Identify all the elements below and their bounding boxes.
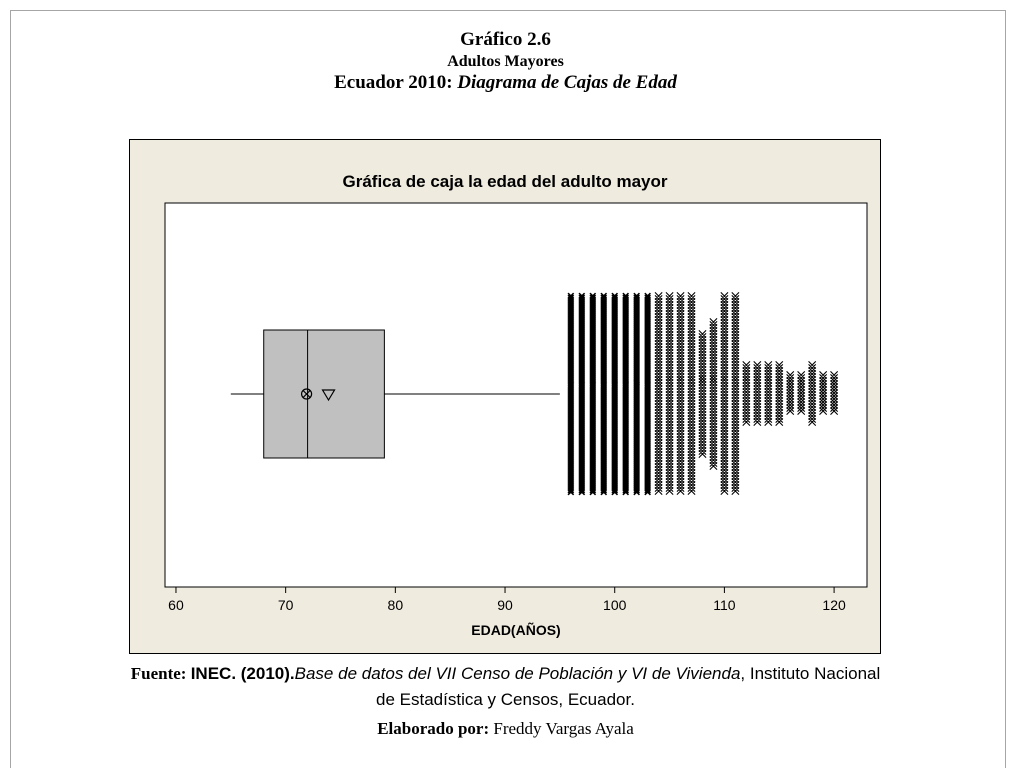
boxplot-chart: Gráfica de caja la edad del adulto mayor… [129, 139, 881, 654]
outlier-marks-106 [676, 292, 685, 495]
outlier-stack-98 [589, 292, 597, 496]
outlier-marks-98 [589, 292, 597, 496]
outlier-marks-117 [797, 371, 806, 415]
source-line: Fuente: INEC. (2010).Base de datos del V… [0, 664, 1011, 684]
outlier-marks-115 [775, 361, 784, 426]
outlier-marks-119 [819, 371, 828, 415]
mean-symbol-cross-b [302, 390, 311, 398]
source-label: Fuente: [130, 664, 191, 683]
box-group [230, 329, 560, 459]
outlier-marks-114 [764, 361, 773, 426]
x-tick-label-80: 80 [388, 597, 404, 613]
outlier-stack-107 [687, 292, 696, 495]
outlier-stack-109 [709, 318, 718, 470]
outlier-stack-119 [819, 371, 828, 415]
outlier-marks-105 [665, 292, 674, 495]
outlier-marks-118 [808, 361, 817, 426]
x-tick-label-120: 120 [822, 597, 846, 613]
outlier-stack-96 [567, 292, 575, 496]
outlier-stack-99 [600, 292, 608, 496]
outlier-marks-102 [633, 292, 641, 496]
outlier-marks-110 [720, 292, 729, 495]
outlier-marks-111 [731, 292, 740, 495]
outlier-stack-118 [808, 361, 817, 426]
source-author: INEC. (2010). [190, 664, 295, 683]
outlier-marks-112 [742, 361, 751, 426]
outlier-stack-120 [830, 371, 839, 415]
outlier-stack-101 [622, 292, 630, 496]
median-ci-triangle [321, 389, 336, 402]
source-line-2: de Estadística y Censos, Ecuador. [376, 690, 635, 709]
figure-heading: Ecuador 2010: Diagrama de Cajas de Edad [0, 72, 1011, 94]
outlier-marks-97 [578, 292, 586, 496]
outlier-stack-108 [698, 330, 707, 458]
outlier-stack-106 [676, 292, 685, 495]
mean-symbol [300, 388, 313, 400]
document-frame [10, 10, 1006, 768]
prepared-by-line: Elaborado por: Freddy Vargas Ayala [0, 719, 1011, 739]
outlier-marks-107 [687, 292, 696, 495]
outlier-stack-104 [654, 292, 663, 495]
x-tick-label-100: 100 [603, 597, 627, 613]
prepared-name: Freddy Vargas Ayala [489, 719, 634, 738]
outlier-stack-111 [731, 292, 740, 495]
outlier-marks-103 [644, 292, 651, 496]
outlier-stack-110 [720, 292, 729, 495]
outlier-stack-97 [578, 292, 586, 496]
outlier-marks-96 [567, 292, 575, 496]
x-tick-label-110: 110 [713, 597, 736, 613]
outlier-marks-104 [654, 292, 663, 495]
outlier-stack-105 [665, 292, 674, 495]
x-axis-label: EDAD(AÑOS) [471, 621, 560, 638]
figure-heading-italic: Diagrama de Cajas de Edad [457, 72, 677, 93]
chart-container: Gráfica de caja la edad del adulto mayor… [129, 139, 881, 654]
outlier-marks-99 [600, 292, 608, 496]
outlier-marks-113 [753, 361, 762, 426]
outlier-marks-116 [786, 371, 795, 415]
x-axis: 60 70 80 90 100 110 120 [168, 587, 846, 613]
source-title: Base de datos del VII Censo de Población… [294, 664, 741, 683]
outlier-stack-102 [633, 292, 641, 496]
outlier-marks-108 [698, 330, 707, 458]
outlier-marks-101 [622, 292, 630, 496]
outlier-stack-117 [797, 371, 806, 415]
prepared-label: Elaborado por: [377, 719, 490, 738]
outlier-stack-113 [753, 361, 762, 426]
outlier-stack-116 [786, 371, 795, 415]
figure-heading-prefix: Ecuador 2010: [334, 72, 458, 93]
figure-number: Gráfico 2.6 [460, 29, 551, 50]
iqr-box [263, 329, 385, 459]
x-tick-label-70: 70 [278, 597, 294, 613]
outlier-marks-100 [611, 292, 619, 496]
outlier-group [567, 292, 839, 496]
outlier-stack-114 [764, 361, 773, 426]
outlier-stack-115 [775, 361, 784, 426]
outlier-stack-103 [644, 292, 651, 496]
outlier-marks-120 [830, 371, 839, 415]
x-tick-label-90: 90 [497, 597, 513, 613]
source-rest: , Instituto Nacional [740, 664, 881, 683]
figure-subtitle: Adultos Mayores [447, 53, 564, 70]
outlier-marks-109 [709, 318, 718, 470]
outlier-stack-100 [611, 292, 619, 496]
chart-title: Gráfica de caja la edad del adulto mayor [342, 172, 667, 191]
x-tick-label-60: 60 [168, 597, 184, 613]
outlier-stack-112 [742, 361, 751, 426]
